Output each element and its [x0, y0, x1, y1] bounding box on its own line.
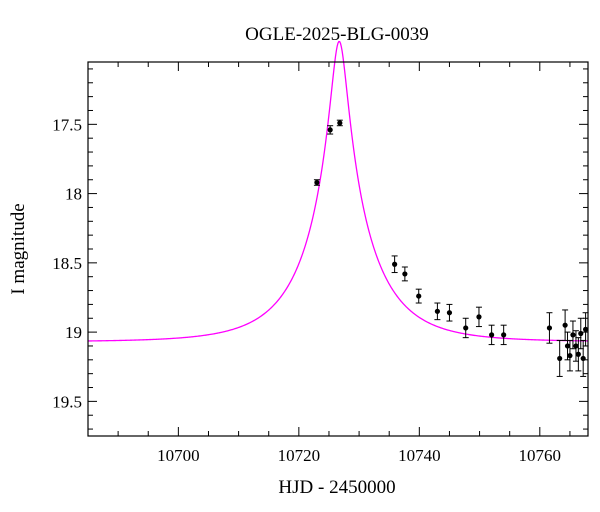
x-tick-label: 10760 [519, 446, 562, 465]
data-marker [416, 293, 422, 299]
data-marker [575, 351, 581, 357]
data-marker [501, 332, 507, 338]
data-point [546, 312, 553, 344]
data-marker [573, 343, 579, 349]
y-tick-label: 18.5 [52, 254, 82, 273]
y-axis-label: I magnitude [8, 203, 29, 294]
model-curve [87, 40, 589, 342]
data-point [313, 179, 320, 186]
data-marker [570, 332, 576, 338]
data-marker [434, 308, 440, 314]
x-tick-label: 10720 [278, 446, 321, 465]
x-tick-label: 10700 [157, 446, 200, 465]
data-point [415, 288, 422, 304]
data-marker [489, 332, 495, 338]
data-point [327, 125, 334, 135]
data-marker [392, 261, 398, 267]
data-point [562, 309, 569, 341]
y-tick-label: 19.5 [52, 392, 82, 411]
data-marker [557, 355, 563, 362]
data-point [434, 302, 441, 321]
data-marker [476, 314, 482, 320]
data-marker [337, 120, 343, 126]
data-marker [546, 325, 553, 331]
data-point [475, 306, 482, 328]
data-point [462, 317, 469, 339]
data-marker [402, 271, 408, 277]
chart-title: OGLE-2025-BLG-0039 [245, 24, 429, 45]
x-tick-label: 10740 [398, 446, 441, 465]
y-tick-label: 17.5 [52, 115, 82, 134]
data-marker [582, 326, 589, 332]
data-marker [564, 343, 571, 349]
plot-frame [87, 61, 589, 437]
data-point [569, 320, 576, 350]
data-marker [463, 325, 469, 331]
data-point [500, 324, 507, 346]
data-marker [327, 127, 333, 133]
x-axis-label: HJD - 2450000 [278, 477, 395, 498]
data-marker [567, 353, 573, 359]
data-point [556, 339, 563, 377]
y-tick-label: 19 [65, 323, 82, 342]
data-point [572, 330, 579, 362]
data-point [446, 303, 453, 322]
data-point [336, 119, 343, 127]
data-marker [314, 179, 320, 186]
data-marker [562, 322, 568, 328]
data-point [391, 255, 398, 274]
data-point [566, 339, 573, 372]
data-point [488, 324, 495, 346]
data-point [401, 266, 408, 282]
y-tick-label: 18 [65, 185, 82, 204]
data-marker [446, 310, 453, 316]
